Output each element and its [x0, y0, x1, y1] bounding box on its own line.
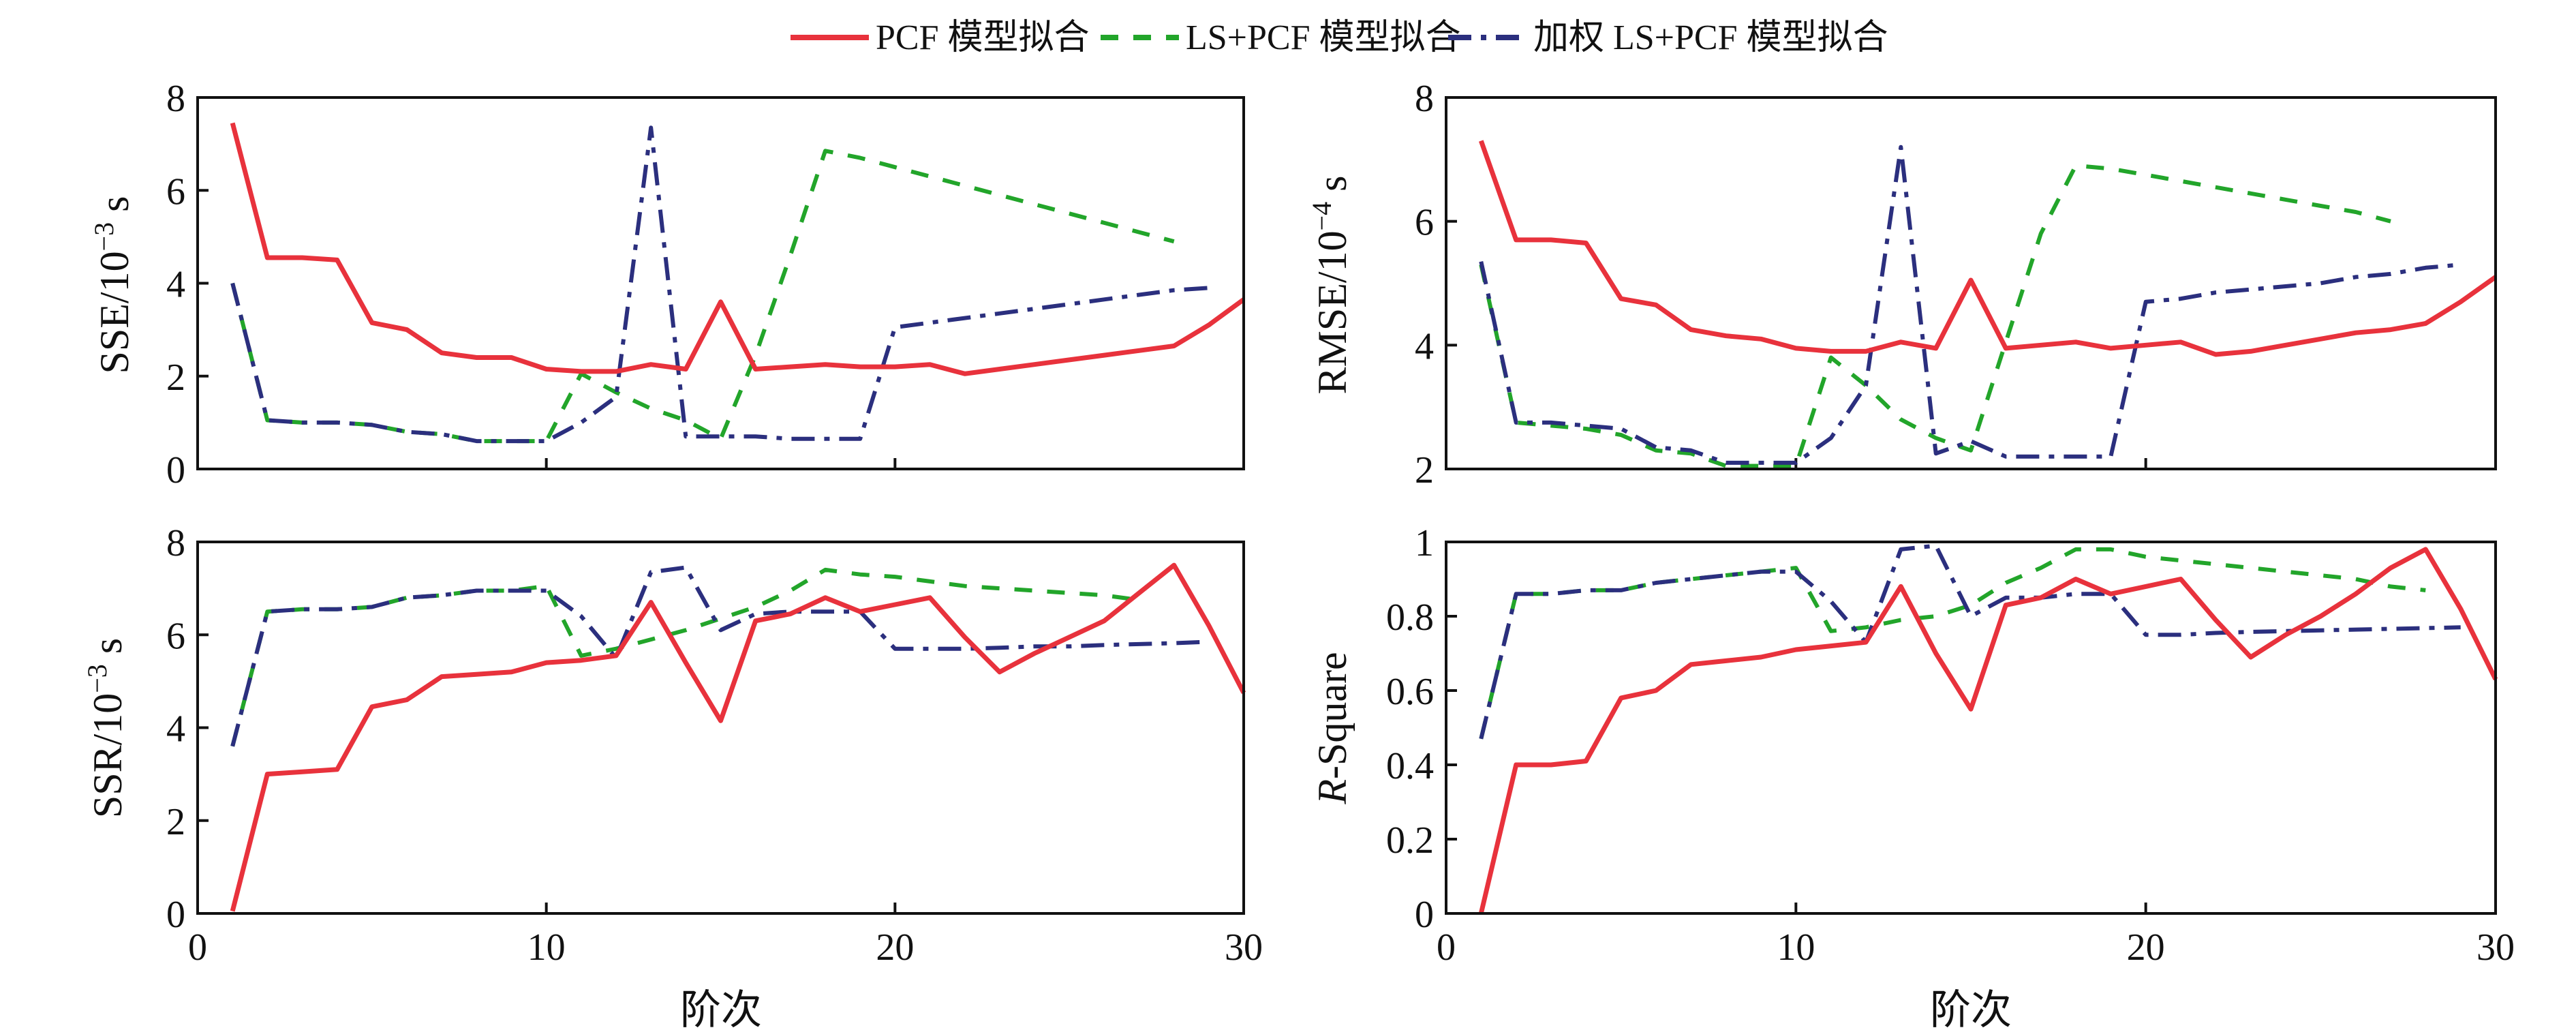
- series-line-pcf-ssr: [230, 562, 1246, 912]
- ytick-label-rsquare: 1: [1415, 522, 1434, 564]
- ytick-label-sse: 2: [166, 357, 185, 399]
- ylabel-sse: SSE/10−3 s: [89, 196, 137, 374]
- ytick-label-rmse: 2: [1415, 449, 1434, 491]
- series-line-wls-sse: [230, 125, 1209, 444]
- ytick-label-rsquare: 0.4: [1386, 745, 1434, 787]
- series-ssr: [230, 562, 1246, 912]
- ytick-label-sse: 8: [166, 78, 185, 120]
- panel-rmse: RMSE/10−4 s 2 4 6 8: [1306, 78, 2498, 491]
- ytick-label-ssr: 0: [166, 894, 185, 936]
- ytick-label-ssr: 8: [166, 522, 185, 564]
- xtick-label-rsquare: 30: [2477, 926, 2515, 969]
- ytick-label-sse: 6: [166, 170, 185, 213]
- ytick-label-ssr: 6: [166, 615, 185, 657]
- ytick-label-rsquare: 0: [1415, 894, 1434, 936]
- ytick-label-sse: 0: [166, 449, 185, 491]
- frame-sse: [196, 96, 1245, 470]
- series-line-ls-rmse: [1479, 163, 2391, 468]
- xtick-label-rsquare: 0: [1437, 926, 1456, 969]
- frame-ssr: [196, 541, 1245, 915]
- xlabel-ssr: 阶次: [680, 988, 762, 1030]
- panel-ssr: SSR/10−3 s 0 2 4 6 8 0 10 20 30 阶次: [82, 522, 1263, 1030]
- legend-label-ls: LS+PCF 模型拟合: [1186, 18, 1461, 57]
- xtick-label-ssr: 10: [527, 926, 566, 969]
- series-rmse: [1479, 140, 2498, 468]
- series-sse: [230, 122, 1246, 444]
- legend-label-wls: 加权 LS+PCF 模型拟合: [1533, 18, 1888, 57]
- ticks-rsquare: 00.20.40.60.810 10 20 30: [1386, 522, 2515, 969]
- ticks-ssr: 0 2 4 6 8 0 10 20 30: [166, 522, 1263, 969]
- ytick-label-rsquare: 0.2: [1386, 819, 1434, 862]
- panel-sse: SSE/10−3 s 0 2 4 6 8: [89, 78, 1246, 491]
- series-line-pcf-rsquare: [1478, 547, 2498, 914]
- ytick-label-rmse: 6: [1415, 202, 1434, 244]
- series-line-pcf-sse: [230, 122, 1246, 376]
- series-line-pcf-rmse: [1479, 140, 2498, 357]
- ylabel-rsquare: R-Square: [1310, 652, 1355, 804]
- panel-rsquare: R-Square 00.20.40.60.810 10 20 30 阶次: [1310, 522, 2515, 1030]
- ylabel-rmse: RMSE/10−4 s: [1306, 176, 1355, 395]
- ytick-label-rmse: 8: [1415, 78, 1434, 120]
- xtick-label-rsquare: 20: [2127, 926, 2165, 969]
- ytick-label-rsquare: 0.8: [1386, 596, 1434, 639]
- ylabel-ssr: SSR/10−3 s: [82, 638, 130, 818]
- xtick-label-rsquare: 10: [1777, 926, 1815, 969]
- ytick-label-ssr: 2: [166, 801, 185, 843]
- ytick-label-sse: 4: [166, 264, 185, 306]
- xtick-label-ssr: 0: [188, 926, 207, 969]
- frame-rsquare: [1445, 541, 2497, 915]
- ticks-rmse: 2 4 6 8: [1415, 78, 2497, 491]
- frame-rmse: [1445, 96, 2497, 470]
- xlabel-rsquare: 阶次: [1930, 988, 2012, 1030]
- xtick-label-ssr: 20: [876, 926, 914, 969]
- series-line-ls-ssr: [230, 567, 1139, 747]
- ytick-label-ssr: 4: [166, 708, 185, 751]
- ytick-label-rmse: 4: [1415, 325, 1434, 367]
- series-line-ls-sse: [230, 149, 1175, 444]
- ytick-label-rsquare: 0.6: [1386, 671, 1434, 713]
- series-rsquare: [1478, 543, 2498, 914]
- legend: PCF 模型拟合 LS+PCF 模型拟合 加权 LS+PCF 模型拟合: [791, 18, 1888, 57]
- series-line-wls-rmse: [1479, 145, 2461, 465]
- xtick-label-ssr: 30: [1225, 926, 1263, 969]
- legend-label-pcf: PCF 模型拟合: [876, 18, 1090, 57]
